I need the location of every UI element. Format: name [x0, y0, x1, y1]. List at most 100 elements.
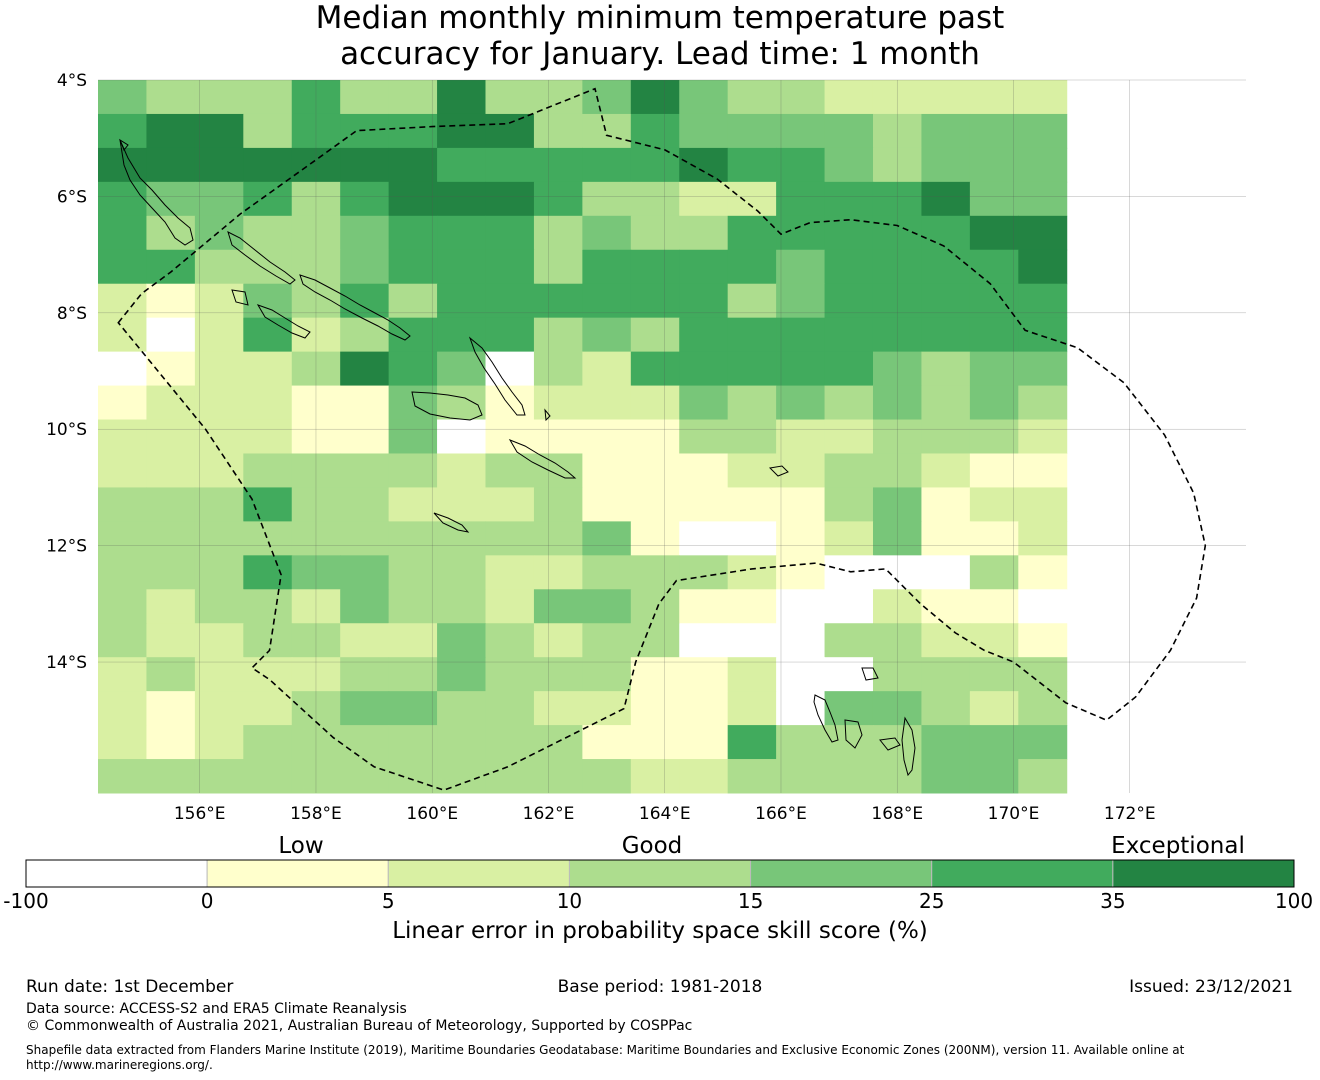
grid-cell [146, 453, 196, 488]
grid-cell [533, 487, 583, 522]
grid-cell [921, 351, 971, 387]
grid-cell [921, 589, 971, 624]
grid-cell [630, 215, 680, 251]
grid-cell [98, 487, 147, 522]
grid-cell [727, 555, 777, 590]
grid-cell [727, 725, 777, 760]
grid-cell [824, 487, 874, 522]
grid-cell [921, 113, 971, 149]
grid-cell [582, 385, 632, 421]
skill-grid [98, 80, 1068, 794]
grid-cell [630, 385, 680, 421]
grid-cell [533, 181, 583, 217]
grid-cell [872, 521, 922, 556]
grid-cell [340, 215, 390, 251]
grid-cell [1018, 147, 1068, 183]
colorbar-segment [1112, 859, 1295, 888]
malaita-coastline [468, 336, 526, 416]
grid-cell [921, 691, 971, 726]
grid-cell [969, 113, 1019, 149]
grid-cell [98, 317, 147, 353]
grid-cell [437, 759, 486, 794]
colorbar-qualitative-label: Exceptional [1111, 833, 1245, 859]
grid-cell [582, 589, 632, 624]
grid-cell [291, 487, 341, 522]
grid-cell [776, 759, 826, 794]
grid-cell [921, 385, 971, 421]
grid-cell [485, 759, 535, 794]
grid-cell [824, 283, 874, 319]
grid-cell [146, 691, 196, 726]
grid-cell [243, 181, 293, 217]
grid-cell [243, 487, 293, 522]
grid-cell [98, 385, 147, 421]
grid-cell [630, 657, 680, 692]
grid-cell [437, 691, 486, 726]
grid-cell [146, 589, 196, 624]
grid-cell [243, 555, 293, 590]
longitude-label: 158°E [290, 804, 342, 824]
pentecost-coastline [901, 716, 916, 777]
grid-cell [1018, 453, 1068, 488]
grid-cell [727, 691, 777, 726]
grid-cell [630, 759, 680, 794]
grid-cell [582, 555, 632, 590]
grid-cell [630, 589, 680, 624]
grid-cell [776, 657, 826, 692]
grid-cell [679, 657, 729, 692]
grid-cell [194, 147, 244, 183]
grid-cell [872, 589, 922, 624]
grid-cell [291, 657, 341, 692]
grid-cell [533, 113, 583, 149]
grid-cell [630, 181, 680, 217]
grid-cell [485, 419, 535, 454]
grid-cell [1018, 80, 1068, 115]
colorbar-tick-label: 0 [201, 889, 214, 913]
grid-cell [146, 487, 196, 522]
grid-cell [194, 759, 244, 794]
grid-cell [533, 691, 583, 726]
grid-cell [146, 283, 196, 319]
grid-cell [340, 351, 390, 387]
grid-cell [146, 385, 196, 421]
longitude-label: 170°E [988, 804, 1040, 824]
grid-cell [727, 453, 777, 488]
efate-coastline [879, 737, 901, 751]
grid-cell [1018, 181, 1068, 217]
grid-cell [679, 725, 729, 760]
grid-cell [824, 657, 874, 692]
rennell-coastline [433, 512, 470, 533]
grid-cell [146, 317, 196, 353]
grid-cell [824, 80, 874, 115]
grid-cell [921, 759, 971, 794]
grid-cell [969, 555, 1019, 590]
grid-cell [533, 317, 583, 353]
grid-cell [1018, 351, 1068, 387]
grid-cell [98, 725, 147, 760]
grid-cell [776, 351, 826, 387]
grid-cell [1018, 759, 1068, 794]
grid-cell [485, 657, 535, 692]
grid-cell [388, 623, 438, 658]
grid-cell [582, 351, 632, 387]
grid-cell [1018, 317, 1068, 353]
grid-cell [776, 453, 826, 488]
grid-cell [872, 759, 922, 794]
grid-cell [969, 215, 1019, 251]
grid-cell [291, 80, 341, 115]
grid-cell [872, 249, 922, 285]
grid-cell [485, 215, 535, 251]
grid-cell [872, 113, 922, 149]
grid-cell [824, 113, 874, 149]
grid-cell [776, 80, 826, 115]
grid-cell [872, 351, 922, 387]
grid-cell [824, 453, 874, 488]
grid-cell [582, 657, 632, 692]
grid-cell [98, 80, 147, 115]
grid-cell [437, 283, 486, 319]
grid-cell [921, 249, 971, 285]
copyright: © Commonwealth of Australia 2021, Austra… [26, 1018, 693, 1034]
grid-cell [1018, 385, 1068, 421]
grid-cell [872, 317, 922, 353]
grid-cell [340, 181, 390, 217]
